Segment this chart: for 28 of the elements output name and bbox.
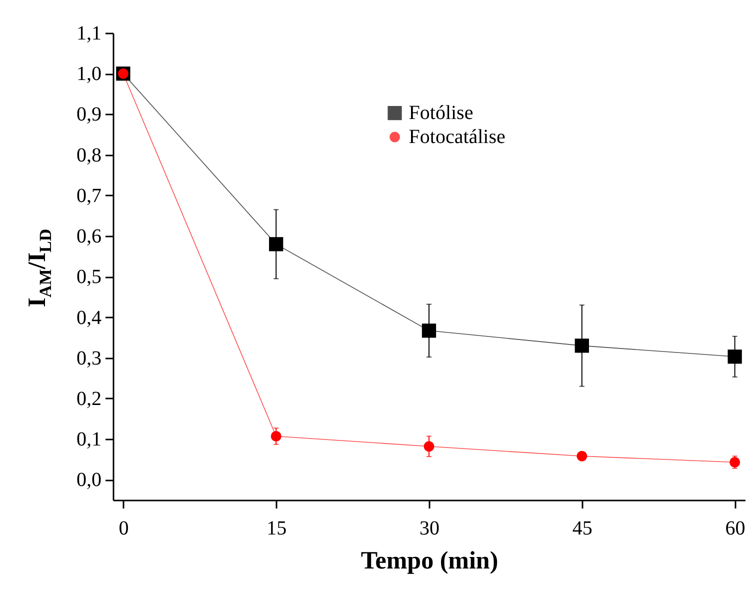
y-tick-label: 0,1 (76, 428, 102, 451)
point (424, 441, 434, 452)
legend-label: Fotocatálise (408, 126, 506, 148)
point (728, 350, 742, 364)
y-tick-label: 0,8 (76, 144, 102, 166)
y-tick-label: 0,9 (76, 104, 102, 126)
y-tick-label: 0,0 (76, 469, 102, 492)
y-tick-label: 0,2 (76, 388, 102, 410)
legend-label: Fotólise (408, 102, 474, 124)
x-tick-label: 30 (420, 518, 440, 540)
point (574, 338, 589, 353)
x-tick-label: 60 (725, 518, 746, 540)
y-tick-label: 0,6 (76, 226, 102, 248)
point (269, 237, 284, 252)
y-tick-label: 0,3 (76, 347, 102, 370)
x-tick-label: 15 (266, 518, 287, 540)
point (730, 457, 740, 468)
y-tick-label: 1,1 (76, 22, 102, 44)
y-tick-label: 0,7 (76, 184, 102, 207)
point (270, 431, 282, 442)
x-axis-title: Tempo (min) (360, 548, 498, 574)
y-tick-label: 0,5 (76, 266, 102, 288)
point (422, 324, 436, 338)
x-tick-label: 45 (572, 518, 592, 540)
y-tick-label: 0,4 (76, 306, 102, 329)
y-tick-label: 1,0 (76, 63, 102, 86)
x-tick-label: 0 (118, 518, 129, 540)
point (576, 450, 588, 462)
